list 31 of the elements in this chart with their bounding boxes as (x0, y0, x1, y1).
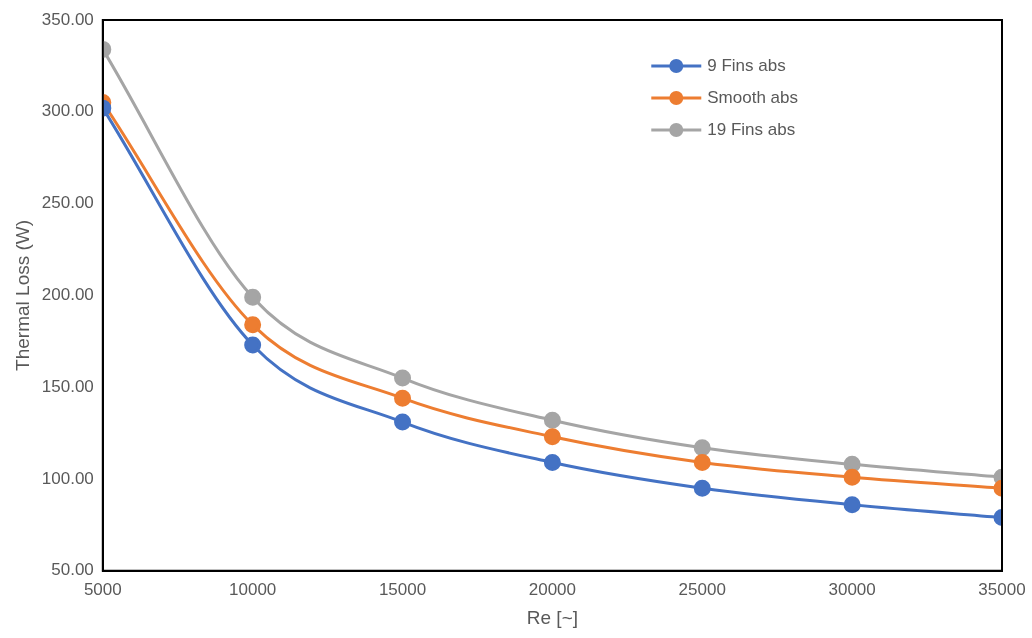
point (244, 316, 262, 334)
y-tick-label: 300.00 (41, 101, 94, 121)
x-tick-label: 25000 (678, 579, 726, 599)
point (693, 453, 711, 471)
point (394, 413, 412, 431)
point (543, 411, 561, 429)
point (394, 369, 412, 387)
y-axis-title: Thermal Loss (W) (11, 219, 33, 371)
y-tick-label: 250.00 (41, 193, 94, 213)
y-tick-label: 350.00 (41, 9, 94, 29)
point (244, 336, 262, 354)
point (394, 389, 412, 407)
x-tick-label: 35000 (978, 579, 1026, 599)
x-tick-label: 30000 (828, 579, 876, 599)
legend-label: Smooth abs (707, 87, 799, 107)
x-axis-title: Re [~] (526, 606, 579, 628)
point (244, 288, 262, 306)
point (543, 453, 561, 471)
legend-label: 9 Fins abs (707, 55, 786, 75)
point (693, 439, 711, 457)
y-tick-label: 50.00 (51, 560, 94, 580)
y-tick-label: 100.00 (41, 468, 94, 488)
x-tick-label: 5000 (83, 579, 122, 599)
y-tick-label: 200.00 (41, 285, 94, 305)
y-tick-label: 150.00 (41, 376, 94, 396)
point (543, 428, 561, 446)
legend-label: 19 Fins abs (707, 119, 796, 139)
x-tick-label: 20000 (528, 579, 577, 599)
x-tick-label: 10000 (229, 579, 277, 599)
x-tick-label: 15000 (378, 579, 427, 599)
point (693, 479, 711, 497)
